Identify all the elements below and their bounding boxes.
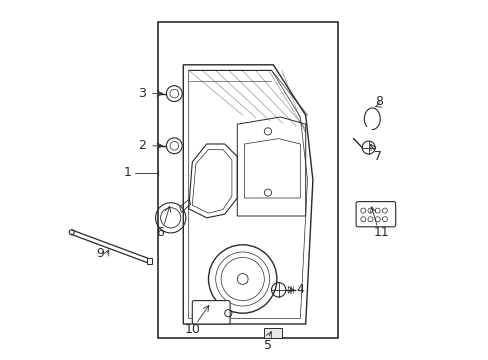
- Text: 1: 1: [123, 166, 131, 179]
- FancyBboxPatch shape: [192, 301, 230, 324]
- Bar: [264, 328, 281, 338]
- Bar: [147, 258, 151, 264]
- Text: 4: 4: [296, 283, 304, 296]
- Text: 5: 5: [264, 339, 271, 352]
- Text: 8: 8: [375, 95, 383, 108]
- Text: 10: 10: [184, 323, 200, 336]
- Text: 7: 7: [373, 150, 381, 163]
- Bar: [158, 22, 337, 338]
- Text: 9: 9: [96, 247, 104, 260]
- Text: 3: 3: [138, 87, 145, 100]
- Text: 11: 11: [373, 226, 388, 239]
- FancyBboxPatch shape: [355, 202, 395, 227]
- Text: 6: 6: [156, 226, 163, 239]
- Text: 2: 2: [138, 139, 145, 152]
